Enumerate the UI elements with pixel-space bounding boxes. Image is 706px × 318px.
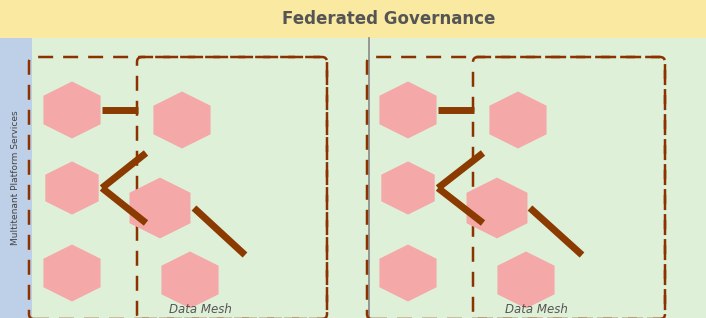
- Polygon shape: [44, 81, 100, 139]
- Polygon shape: [45, 162, 99, 215]
- Polygon shape: [379, 245, 436, 301]
- Polygon shape: [381, 162, 435, 215]
- Polygon shape: [129, 177, 191, 238]
- FancyBboxPatch shape: [0, 0, 706, 38]
- Polygon shape: [153, 92, 210, 149]
- FancyBboxPatch shape: [0, 38, 32, 318]
- Polygon shape: [498, 252, 555, 308]
- Polygon shape: [44, 245, 100, 301]
- Polygon shape: [379, 81, 436, 139]
- Polygon shape: [162, 252, 219, 308]
- Text: Federated Governance: Federated Governance: [282, 10, 495, 28]
- Text: Data Mesh: Data Mesh: [505, 303, 568, 316]
- Polygon shape: [467, 177, 527, 238]
- Text: Multitenant Platform Services: Multitenant Platform Services: [11, 111, 20, 245]
- Polygon shape: [489, 92, 546, 149]
- FancyBboxPatch shape: [32, 38, 706, 318]
- Text: Data Mesh: Data Mesh: [169, 303, 232, 316]
